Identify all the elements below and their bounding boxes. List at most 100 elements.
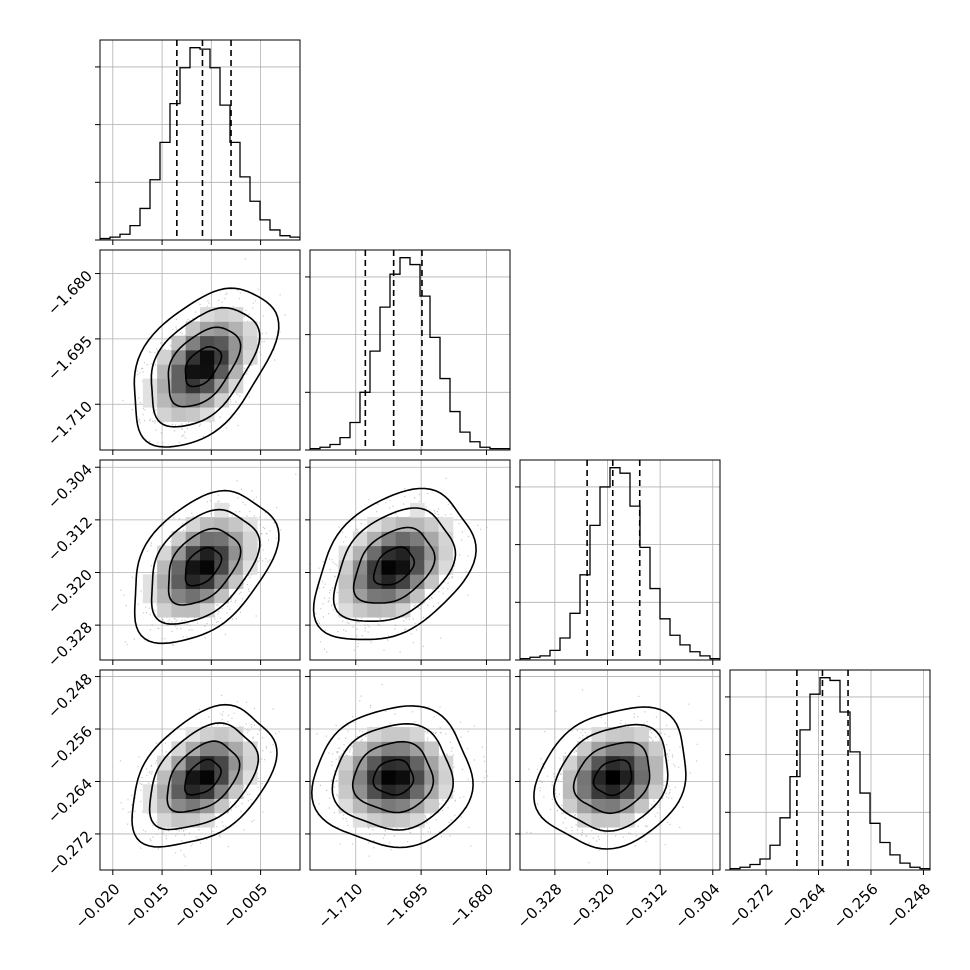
contour-line bbox=[572, 741, 651, 815]
axes-frame bbox=[309, 669, 511, 871]
density-cell bbox=[410, 588, 425, 604]
density-cell bbox=[214, 755, 229, 771]
density-cell bbox=[395, 812, 411, 828]
density-cell bbox=[381, 560, 397, 575]
density-cell bbox=[620, 770, 635, 785]
density-cell bbox=[185, 574, 201, 589]
density-panel bbox=[100, 250, 300, 450]
density-cell bbox=[157, 545, 172, 561]
histogram-panel bbox=[100, 40, 300, 240]
density-cell bbox=[200, 727, 215, 742]
density-cell bbox=[171, 560, 187, 575]
density-cell bbox=[242, 321, 258, 337]
density-cell bbox=[367, 755, 382, 771]
density-cell bbox=[142, 574, 158, 589]
density-cell bbox=[367, 602, 382, 618]
axes-frame bbox=[99, 459, 301, 661]
density-cell bbox=[648, 755, 664, 771]
density-cell bbox=[171, 335, 187, 351]
density-cell bbox=[352, 741, 368, 757]
density-cell bbox=[634, 784, 649, 799]
density-cell bbox=[157, 407, 172, 422]
density-cell bbox=[395, 560, 411, 575]
axes-frame bbox=[519, 669, 721, 871]
density-cell bbox=[605, 784, 621, 799]
density-cell bbox=[352, 574, 368, 589]
density-cell bbox=[200, 755, 215, 771]
histogram-step bbox=[100, 47, 300, 240]
density-cell bbox=[424, 755, 439, 771]
density-cell bbox=[214, 321, 229, 337]
density-cell bbox=[562, 798, 578, 814]
contour-line bbox=[184, 546, 223, 587]
contour-line bbox=[133, 287, 280, 448]
axes-frame bbox=[729, 669, 931, 871]
density-cell bbox=[157, 770, 172, 785]
density-cell bbox=[620, 784, 635, 799]
density-cell bbox=[438, 770, 454, 785]
density-cell bbox=[410, 755, 425, 771]
density-cell bbox=[171, 798, 187, 814]
density-cell bbox=[185, 588, 201, 604]
density-cell bbox=[214, 335, 229, 351]
y-tick-label: −0.328 bbox=[44, 618, 96, 670]
density-cell bbox=[424, 531, 439, 547]
density-cell bbox=[577, 784, 592, 799]
density-cell bbox=[185, 364, 201, 379]
x-tick-label: −0.010 bbox=[170, 880, 222, 932]
density-cell bbox=[185, 321, 201, 337]
density-cell bbox=[381, 755, 397, 771]
density-cell bbox=[214, 574, 229, 589]
density-cell bbox=[591, 798, 607, 814]
density-cell bbox=[185, 784, 201, 799]
density-cell bbox=[424, 560, 439, 575]
density-cell bbox=[214, 588, 229, 604]
y-tick-label: −0.312 bbox=[44, 513, 96, 565]
density-cell bbox=[634, 798, 649, 814]
contour-line bbox=[592, 759, 633, 797]
density-cell bbox=[200, 560, 215, 575]
y-tick-label: −1.710 bbox=[44, 398, 96, 450]
density-panel bbox=[100, 670, 300, 870]
density-cell bbox=[352, 531, 368, 547]
density-cell bbox=[424, 741, 439, 757]
contour-line bbox=[372, 758, 415, 796]
x-tick-label: −1.710 bbox=[315, 880, 367, 932]
y-tick-label: −0.256 bbox=[44, 722, 96, 774]
density-cell bbox=[352, 545, 368, 561]
density-cell bbox=[395, 755, 411, 771]
density-cell bbox=[605, 755, 621, 771]
density-cell bbox=[591, 784, 607, 799]
density-cell bbox=[214, 784, 229, 799]
contour-line bbox=[312, 487, 477, 641]
density-cell bbox=[381, 574, 397, 589]
contour-line bbox=[184, 346, 223, 388]
density-cell bbox=[142, 378, 158, 394]
density-cell bbox=[410, 545, 425, 561]
density-cell bbox=[381, 588, 397, 604]
density-cell bbox=[171, 784, 187, 799]
density-cell bbox=[438, 517, 454, 532]
y-tick-label: −0.272 bbox=[44, 827, 96, 879]
density-cell bbox=[200, 364, 215, 379]
density-cell bbox=[605, 770, 621, 785]
density-cell bbox=[200, 407, 215, 422]
density-cell bbox=[424, 798, 439, 814]
y-tick-label: −0.264 bbox=[44, 775, 96, 827]
contour-line bbox=[150, 508, 261, 625]
density-cell bbox=[395, 531, 411, 547]
density-cell bbox=[142, 588, 158, 604]
contour-line bbox=[352, 526, 436, 604]
density-cell bbox=[185, 755, 201, 771]
density-cell bbox=[214, 727, 229, 742]
histogram-step bbox=[520, 467, 720, 660]
density-cell bbox=[338, 602, 354, 618]
density-cell bbox=[242, 531, 258, 547]
density-cell bbox=[591, 755, 607, 771]
contour-line bbox=[133, 489, 280, 645]
density-cell bbox=[352, 602, 368, 618]
density-cell bbox=[242, 545, 258, 561]
density-cell bbox=[214, 545, 229, 561]
density-cell bbox=[367, 560, 382, 575]
density-cell bbox=[171, 741, 187, 757]
